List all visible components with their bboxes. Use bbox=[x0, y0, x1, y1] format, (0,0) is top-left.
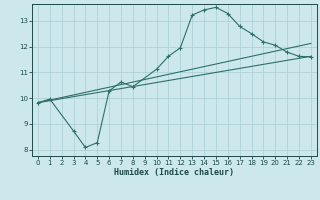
X-axis label: Humidex (Indice chaleur): Humidex (Indice chaleur) bbox=[115, 168, 234, 177]
